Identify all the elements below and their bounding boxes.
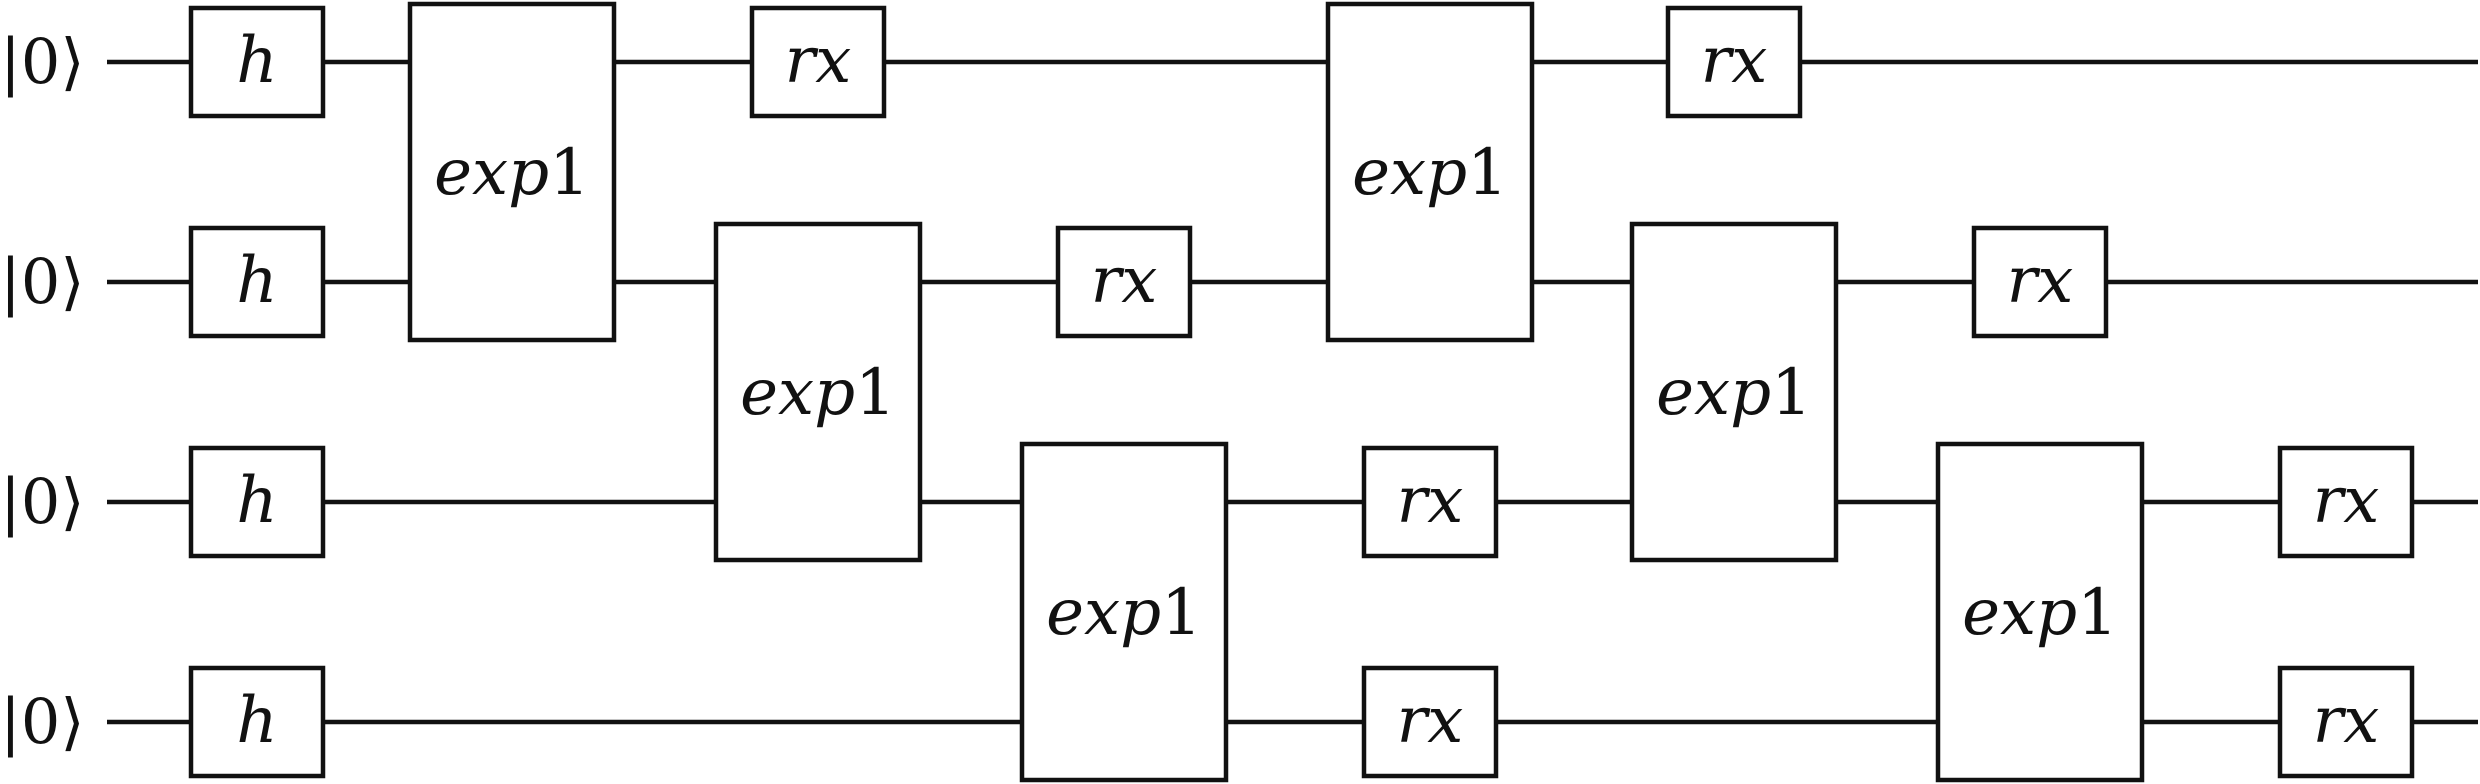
gate-rx: rx — [749, 5, 887, 119]
gate-rx: rx — [1361, 665, 1499, 779]
gate-label: h — [236, 24, 277, 98]
gate-label: rx — [785, 24, 852, 98]
gate-label: exp1 — [1656, 356, 1812, 430]
gate-rx: rx — [1055, 225, 1193, 339]
gate-box — [749, 5, 887, 119]
gate-box — [1361, 445, 1499, 559]
gates: h h h h exp1 rx exp1 rx exp1 rx rx exp1 rx exp1 rx exp1… — [188, 1, 2415, 783]
gate-box — [188, 665, 326, 779]
gate-label: rx — [1397, 684, 1464, 758]
gate-label: exp1 — [1352, 136, 1508, 210]
gate-label: rx — [2313, 464, 2380, 538]
gate-box — [1629, 221, 1839, 563]
gate-box — [188, 225, 326, 339]
gate-label: exp1 — [434, 136, 590, 210]
gate-rx: rx — [2277, 665, 2415, 779]
gate-label: h — [236, 244, 277, 318]
gate-box — [1935, 441, 2145, 783]
gate-exp1: exp1 — [1629, 221, 1839, 563]
gate-h: h — [188, 5, 326, 119]
gate-box — [188, 445, 326, 559]
qubit-label: |0⟩ — [0, 25, 85, 98]
gate-label: h — [236, 464, 277, 538]
gate-box — [1325, 1, 1535, 343]
gate-label: rx — [1091, 244, 1158, 318]
gate-exp1: exp1 — [1325, 1, 1535, 343]
gate-box — [1971, 225, 2109, 339]
gate-rx: rx — [1665, 5, 1803, 119]
gate-label: exp1 — [1046, 576, 1202, 650]
gate-rx: rx — [1971, 225, 2109, 339]
gate-rx: rx — [1361, 445, 1499, 559]
gate-box — [2277, 665, 2415, 779]
gate-rx: rx — [2277, 445, 2415, 559]
qubit-label: |0⟩ — [0, 245, 85, 318]
gate-exp1: exp1 — [713, 221, 923, 563]
gate-h: h — [188, 225, 326, 339]
gate-label: h — [236, 684, 277, 758]
qubit-label: |0⟩ — [0, 685, 85, 758]
qubit-label: |0⟩ — [0, 465, 85, 538]
gate-label: rx — [2313, 684, 2380, 758]
qubit-labels: |0⟩ |0⟩ |0⟩ |0⟩ — [0, 25, 85, 758]
gate-box — [1055, 225, 1193, 339]
gate-h: h — [188, 665, 326, 779]
gate-box — [713, 221, 923, 563]
gate-box — [407, 1, 617, 343]
gate-label: rx — [1397, 464, 1464, 538]
gate-label: rx — [2007, 244, 2074, 318]
gate-box — [2277, 445, 2415, 559]
gate-label: rx — [1701, 24, 1768, 98]
gate-exp1: exp1 — [407, 1, 617, 343]
gate-label: exp1 — [740, 356, 896, 430]
gate-exp1: exp1 — [1019, 441, 1229, 783]
gate-box — [1361, 665, 1499, 779]
gate-label: exp1 — [1962, 576, 2118, 650]
gate-h: h — [188, 445, 326, 559]
gate-box — [188, 5, 326, 119]
gate-box — [1665, 5, 1803, 119]
gate-box — [1019, 441, 1229, 783]
gate-exp1: exp1 — [1935, 441, 2145, 783]
